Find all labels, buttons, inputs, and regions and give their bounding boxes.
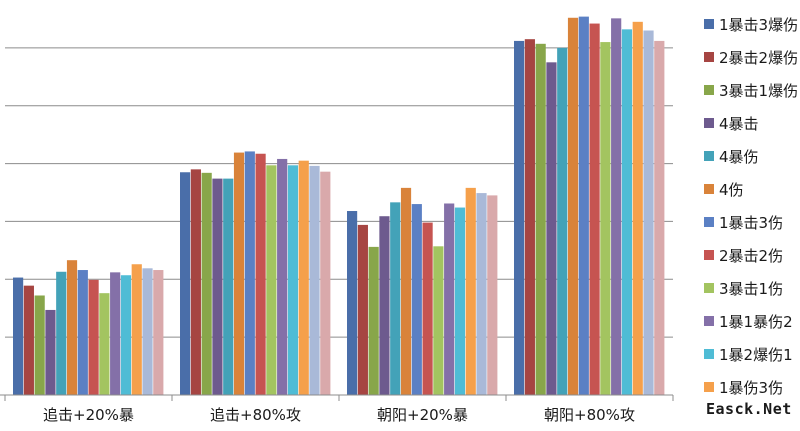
legend-label: 1暴伤3伤: [719, 379, 783, 397]
bar: [66, 260, 78, 395]
bar: [465, 187, 476, 395]
bar: [600, 42, 611, 395]
bar: [433, 246, 444, 395]
bar: [589, 23, 600, 396]
bar: [454, 207, 466, 395]
legend-swatch: [704, 184, 714, 194]
legend-swatch: [704, 118, 714, 128]
legend-swatch: [704, 85, 714, 95]
legend-swatch: [704, 151, 714, 161]
bar: [444, 203, 455, 395]
bar: [142, 268, 153, 395]
bar: [368, 246, 379, 395]
legend-swatch: [704, 316, 714, 326]
x-tick-label: 追击+20%暴: [43, 406, 134, 424]
bar: [535, 43, 546, 396]
bar: [110, 272, 121, 395]
bar: [190, 169, 201, 395]
bar: [153, 270, 164, 395]
legend-label: 1暴击3爆伤: [719, 16, 798, 34]
legend-swatch: [704, 382, 714, 392]
bar: [611, 18, 622, 395]
axes: 追击+20%暴 追击+80%攻 朝阳+20%暴 朝阳+80%攻: [0, 394, 674, 424]
bar: [347, 211, 358, 395]
bar: [654, 40, 665, 396]
bar: [255, 153, 266, 395]
bar: [77, 270, 88, 395]
bar: [23, 285, 34, 395]
bar: [212, 178, 223, 395]
bar: [379, 216, 390, 395]
legend-swatch: [704, 217, 714, 227]
bar: [514, 40, 525, 396]
bar: [320, 171, 331, 395]
bar: [422, 222, 433, 395]
bar: [223, 178, 234, 395]
legend-swatch: [704, 52, 714, 62]
legend-label: 4暴伤: [719, 148, 759, 166]
bar: [180, 172, 191, 395]
bar: [411, 204, 422, 395]
bar: [476, 193, 487, 395]
legend-label: 3暴击1爆伤: [719, 82, 798, 100]
bar: [400, 187, 412, 395]
bar: [578, 16, 589, 395]
bar: [557, 47, 568, 395]
watermark: Easck.Net: [706, 400, 792, 418]
legend-label: 3暴击1伤: [719, 280, 783, 298]
legend-label: 2暴击2爆伤: [719, 49, 798, 67]
x-tick-label: 朝阳+20%暴: [377, 406, 468, 424]
legend-label: 1暴击3伤: [719, 214, 783, 232]
legend-swatch: [704, 19, 714, 29]
bar: [632, 21, 643, 395]
bar: [287, 165, 299, 395]
legend-label: 4暴击: [719, 115, 759, 133]
bar: [567, 17, 579, 396]
bar: [487, 195, 498, 395]
bar: [34, 295, 45, 395]
bar: [643, 30, 654, 395]
bar: [233, 152, 245, 395]
bar: [524, 39, 535, 396]
bar: [621, 29, 633, 395]
bar: [309, 165, 320, 395]
legend-swatch: [704, 250, 714, 260]
bar: [45, 309, 56, 395]
legend-label: 2暴击2伤: [719, 247, 783, 265]
legend-label: 4伤: [719, 181, 744, 199]
bar: [244, 151, 255, 395]
bar: [357, 224, 368, 395]
bar: [99, 293, 110, 395]
bar: [298, 160, 309, 395]
bar: [56, 271, 67, 395]
legend-swatch: [704, 283, 714, 293]
bar: [120, 275, 132, 395]
x-tick-label: 朝阳+80%攻: [544, 406, 635, 424]
bar: [266, 165, 277, 395]
bar: [390, 202, 401, 395]
bar: [277, 158, 288, 395]
bar: [13, 277, 24, 395]
legend: 1暴击3爆伤 2暴击2爆伤 3暴击1爆伤 4暴击 4暴伤 4伤 1暴击3伤 2暴击2伤 3暴击1…: [704, 16, 798, 397]
bars: [13, 16, 665, 396]
legend-swatch: [704, 349, 714, 359]
bar: [546, 62, 557, 395]
bar: [201, 172, 212, 395]
bar: [131, 264, 142, 395]
x-tick-label: 追击+80%攻: [210, 406, 301, 424]
legend-label: 1暴1暴伤2: [719, 313, 793, 331]
bar: [88, 279, 99, 395]
legend-label: 1暴2爆伤1: [719, 346, 793, 364]
